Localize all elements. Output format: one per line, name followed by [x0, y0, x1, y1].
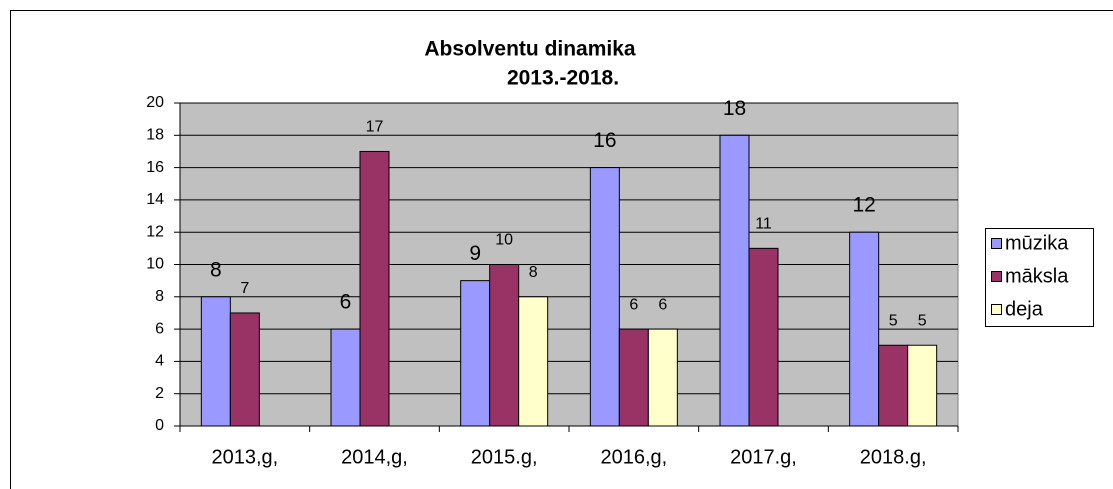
bar	[489, 264, 520, 427]
bar	[518, 296, 549, 427]
y-tick-label: 16	[146, 159, 164, 176]
legend-label: deja	[1005, 298, 1044, 320]
bar	[878, 344, 909, 427]
y-tick-label: 8	[155, 288, 164, 305]
data-label: 18	[723, 97, 746, 120]
chart-title: Absolventu dinamika	[424, 38, 636, 61]
y-tick-label: 4	[155, 353, 164, 370]
data-label: 9	[469, 242, 481, 265]
y-tick-label: 10	[146, 256, 164, 273]
x-tick-label: 2014,g,	[341, 446, 408, 468]
legend-label: mūzika	[1005, 232, 1069, 254]
data-label: 7	[240, 280, 249, 297]
y-tick-label: 18	[146, 127, 164, 144]
data-label: 6	[340, 291, 352, 314]
data-label: 5	[918, 312, 927, 329]
legend-label: māksla	[1005, 265, 1069, 287]
y-tick-label: 2	[155, 385, 164, 402]
y-tick-label: 14	[146, 191, 164, 208]
y-tick-label: 0	[155, 417, 164, 434]
x-tick-label: 2015.g,	[471, 446, 538, 468]
x-tick-label: 2013,g,	[211, 446, 278, 468]
bar	[618, 328, 649, 427]
legend-swatch	[991, 238, 1002, 249]
data-label: 11	[755, 216, 772, 233]
data-label: 8	[529, 264, 538, 281]
bar	[330, 328, 361, 427]
y-tick-label: 6	[155, 320, 164, 337]
y-tick-label: 12	[146, 223, 164, 240]
data-label: 6	[658, 296, 667, 313]
bar	[460, 280, 491, 427]
bar	[229, 312, 260, 427]
data-label: 10	[495, 232, 513, 249]
bar	[907, 344, 938, 427]
bar	[589, 167, 620, 427]
x-tick-label: 2016,g,	[600, 446, 667, 468]
data-label: 8	[210, 258, 222, 281]
data-label: 16	[593, 129, 616, 152]
y-tick-label: 20	[146, 94, 164, 111]
data-label: 5	[889, 312, 898, 329]
bar	[748, 247, 779, 427]
x-tick-label: 2017.g,	[730, 446, 797, 468]
legend	[985, 228, 1094, 327]
data-label: 12	[852, 194, 875, 217]
data-label: 6	[629, 296, 638, 313]
x-tick-label: 2018.g,	[860, 446, 927, 468]
legend-swatch	[991, 271, 1002, 282]
bar	[849, 231, 880, 427]
bar	[200, 296, 231, 427]
bar	[647, 328, 678, 427]
bar	[719, 134, 750, 427]
data-label: 17	[366, 119, 384, 136]
bar	[359, 150, 390, 427]
chart-title: 2013.-2018.	[507, 67, 619, 90]
legend-swatch	[991, 304, 1002, 315]
